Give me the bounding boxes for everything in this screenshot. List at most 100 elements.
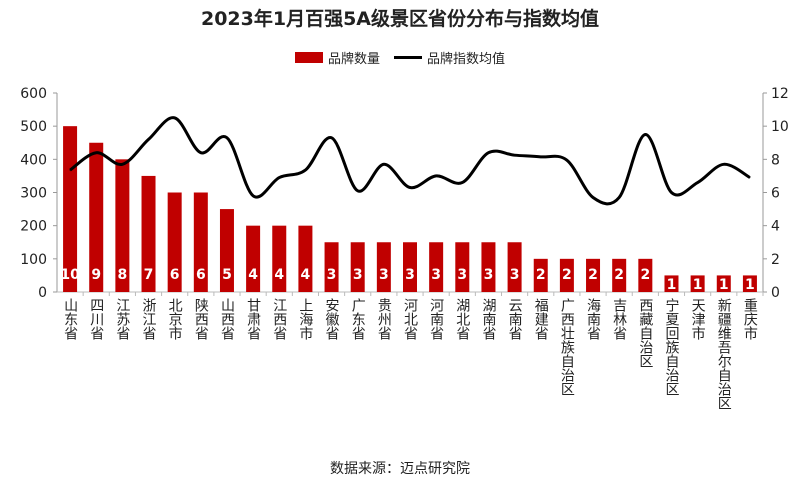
x-tick-label: 湖北省 — [454, 298, 471, 340]
bar — [193, 192, 208, 292]
bar — [219, 209, 234, 292]
bar-data-label: 10 — [60, 267, 80, 283]
left-tick-label: 600 — [20, 86, 47, 102]
x-tick-label: 四川省 — [88, 298, 105, 340]
x-tick-label: 河南省 — [428, 298, 445, 340]
line-point — [514, 154, 516, 156]
x-tick-label: 江苏省 — [114, 298, 131, 340]
line-point — [723, 163, 725, 165]
line-point — [749, 177, 751, 179]
left-tick-label: 100 — [20, 252, 47, 268]
bar — [246, 225, 261, 292]
line-point — [435, 175, 437, 177]
line-point — [226, 137, 228, 139]
x-tick-label: 河北省 — [402, 298, 418, 340]
bar-data-label: 3 — [457, 267, 467, 283]
x-tick-label: 海南省 — [585, 298, 602, 340]
x-tick-label: 天津市 — [689, 298, 706, 340]
bar-data-label: 3 — [327, 267, 337, 283]
left-tick-label: 0 — [38, 285, 47, 301]
line-point — [409, 187, 411, 189]
legend-bar-swatch — [294, 52, 323, 63]
legend-item-bar: 品牌数量 — [294, 48, 380, 67]
index-line — [69, 116, 751, 206]
line-point — [618, 196, 620, 198]
x-tick-label: 宁夏回族自治区 — [663, 298, 680, 396]
right-tick-label: 2 — [771, 252, 780, 268]
line-point — [252, 195, 254, 197]
bar — [89, 142, 104, 292]
right-tick-label: 12 — [771, 86, 789, 102]
bar — [533, 258, 548, 292]
bar-data-label: 8 — [117, 267, 127, 283]
bar-data-label: 4 — [301, 267, 311, 283]
bar-data-label: 2 — [536, 267, 546, 283]
bar — [742, 275, 757, 292]
legend-label: 品牌数量 — [327, 52, 380, 67]
line-point — [697, 182, 699, 184]
bar — [141, 175, 156, 292]
legend-item-line: 品牌指数均值 — [394, 48, 505, 67]
bar — [690, 275, 705, 292]
bar — [350, 242, 365, 292]
x-tick-label: 湖南省 — [480, 298, 497, 340]
line-point — [592, 196, 594, 198]
bar-data-label: 1 — [667, 277, 677, 293]
line-point — [304, 169, 306, 171]
bar — [612, 258, 627, 292]
x-tick-label: 重庆市 — [741, 298, 758, 340]
x-tick-label: 福建省 — [532, 298, 549, 340]
bar-data-label: 1 — [745, 277, 755, 293]
bar — [559, 258, 574, 292]
legend-label: 品牌指数均值 — [427, 52, 506, 67]
line-point — [331, 137, 333, 139]
bar-data-label: 5 — [222, 267, 232, 283]
x-tick-label: 浙江省 — [140, 298, 157, 340]
bar — [638, 258, 653, 292]
bar — [586, 258, 601, 292]
bar-data-label: 3 — [431, 267, 441, 283]
x-tick-label: 上海市 — [297, 298, 314, 340]
bar — [298, 225, 313, 292]
bar-data-label: 9 — [91, 267, 101, 283]
x-tick-label: 山西省 — [218, 298, 235, 340]
bar — [507, 242, 522, 292]
line-point — [644, 133, 646, 135]
line-point — [357, 190, 359, 192]
line-point — [461, 182, 463, 184]
bar-data-label: 7 — [144, 267, 154, 283]
x-tick-label: 安徽省 — [323, 298, 340, 340]
line-point — [69, 169, 71, 171]
x-tick-label: 甘肃省 — [245, 298, 262, 340]
bar-data-label: 6 — [170, 267, 180, 283]
bar — [455, 242, 470, 292]
x-tick-label: 西藏自治区 — [637, 298, 654, 368]
bar-data-label: 6 — [196, 267, 206, 283]
x-tick-label: 山东省 — [62, 298, 79, 340]
x-tick-label: 云南省 — [506, 298, 523, 340]
bar — [429, 242, 444, 292]
left-tick-label: 300 — [20, 186, 47, 202]
bar-data-label: 2 — [562, 267, 572, 283]
bar-data-label: 2 — [614, 267, 624, 283]
line-point — [487, 152, 489, 154]
bar-data-label: 4 — [274, 267, 284, 283]
line-point — [278, 177, 280, 179]
source-note: 数据来源：迈点研究院 — [330, 461, 470, 477]
line-point — [200, 152, 202, 154]
x-tick-label: 陕西省 — [192, 298, 209, 340]
bar — [716, 275, 731, 292]
x-tick-label: 新疆维吾尔自治区 — [715, 298, 732, 410]
bar-data-label: 3 — [405, 267, 415, 283]
line-point — [95, 152, 97, 154]
right-tick-label: 0 — [771, 285, 780, 301]
chart-title: 2023年1月百强5A级景区省份分布与指数均值 — [200, 8, 600, 30]
bar-data-label: 2 — [640, 267, 650, 283]
x-tick-label: 广西壮族自治区 — [558, 298, 575, 396]
x-tick-label: 北京市 — [166, 298, 183, 340]
legend-line-swatch — [394, 56, 422, 59]
legend: 品牌数量 品牌指数均值 — [0, 48, 800, 67]
line-point — [540, 156, 542, 158]
